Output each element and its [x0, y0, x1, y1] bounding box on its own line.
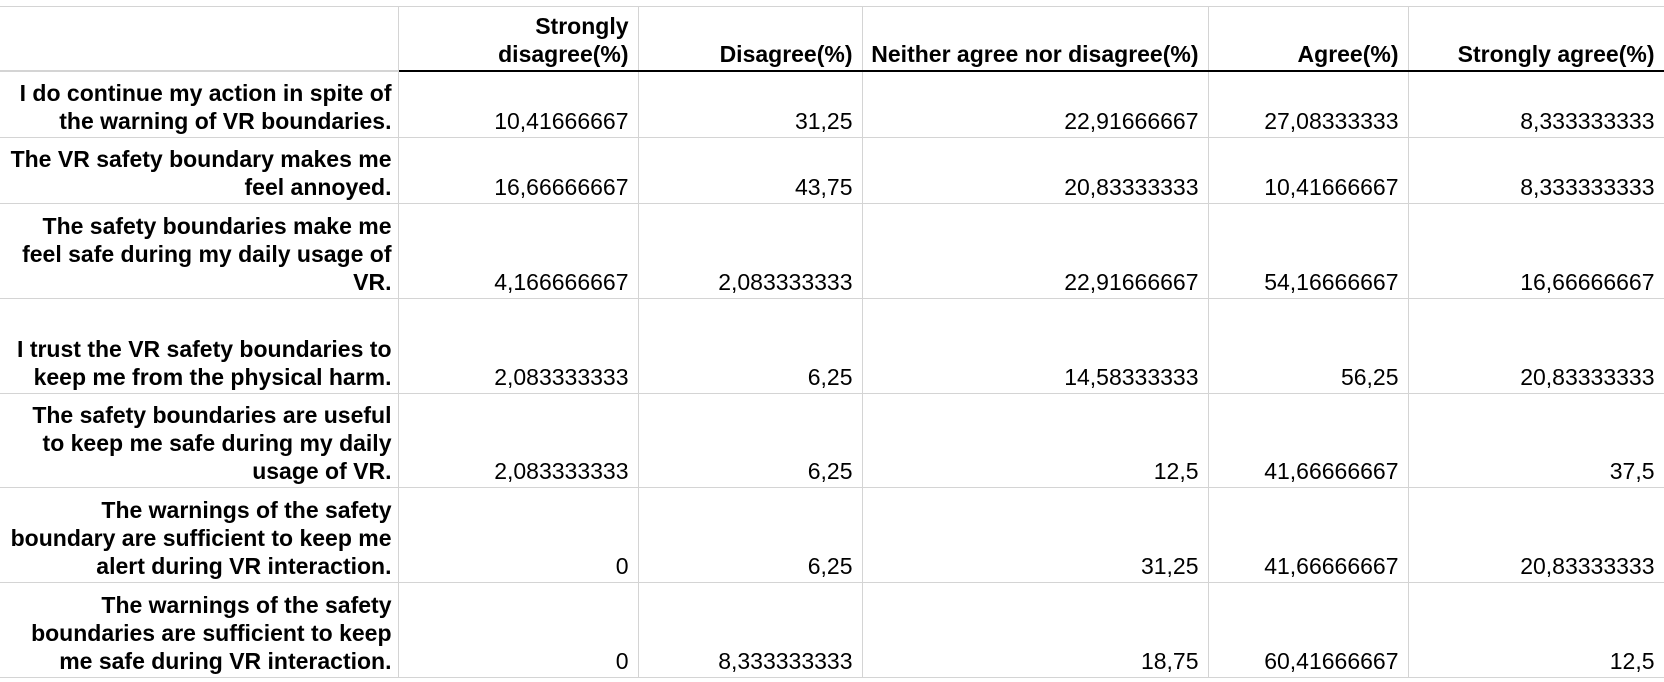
- row-label[interactable]: The warnings of the safety boundaries ar…: [0, 582, 399, 678]
- table-cell[interactable]: 43,75: [638, 137, 863, 204]
- row-label[interactable]: The safety boundaries make me feel safe …: [0, 203, 399, 299]
- row-label[interactable]: The VR safety boundary makes me feel ann…: [0, 137, 399, 204]
- header-row: Strongly disagree(%) Disagree(%) Neither…: [0, 6, 1664, 72]
- row-label[interactable]: I do continue my action in spite of the …: [0, 71, 399, 138]
- table-cell[interactable]: 60,41666667: [1208, 582, 1409, 678]
- column-header-strongly-disagree[interactable]: Strongly disagree(%): [398, 6, 639, 72]
- column-header-neither[interactable]: Neither agree nor disagree(%): [862, 6, 1209, 72]
- table-row: The safety boundaries are useful to keep…: [0, 393, 1664, 488]
- table-cell[interactable]: 2,083333333: [638, 203, 863, 299]
- column-header-agree[interactable]: Agree(%): [1208, 6, 1409, 72]
- table-row: I trust the VR safety boundaries to keep…: [0, 298, 1664, 394]
- table-cell[interactable]: 37,5: [1408, 393, 1664, 488]
- row-label[interactable]: The warnings of the safety boundary are …: [0, 487, 399, 583]
- table-cell[interactable]: 8,333333333: [1408, 137, 1664, 204]
- table-cell[interactable]: 27,08333333: [1208, 71, 1409, 138]
- table-cell[interactable]: 56,25: [1208, 298, 1409, 394]
- table-cell[interactable]: 12,5: [1408, 582, 1664, 678]
- table-row: I do continue my action in spite of the …: [0, 71, 1664, 138]
- table-cell[interactable]: 20,83333333: [862, 137, 1209, 204]
- table-cell[interactable]: 12,5: [862, 393, 1209, 488]
- table-cell[interactable]: 41,66666667: [1208, 487, 1409, 583]
- table-row: The warnings of the safety boundaries ar…: [0, 582, 1664, 678]
- table-cell[interactable]: 0: [398, 582, 639, 678]
- column-header-strongly-agree[interactable]: Strongly agree(%): [1408, 6, 1664, 72]
- row-label[interactable]: I trust the VR safety boundaries to keep…: [0, 298, 399, 394]
- row-label[interactable]: The safety boundaries are useful to keep…: [0, 393, 399, 488]
- table-cell[interactable]: 2,083333333: [398, 393, 639, 488]
- table-cell[interactable]: 16,66666667: [398, 137, 639, 204]
- table-cell[interactable]: 6,25: [638, 393, 863, 488]
- header-corner-cell[interactable]: [0, 6, 399, 72]
- table-cell[interactable]: 0: [398, 487, 639, 583]
- table-cell[interactable]: 22,91666667: [862, 203, 1209, 299]
- table-cell[interactable]: 10,41666667: [1208, 137, 1409, 204]
- table-cell[interactable]: 2,083333333: [398, 298, 639, 394]
- table-cell[interactable]: 10,41666667: [398, 71, 639, 138]
- table-cell[interactable]: 31,25: [638, 71, 863, 138]
- table-cell[interactable]: 4,166666667: [398, 203, 639, 299]
- table-cell[interactable]: 14,58333333: [862, 298, 1209, 394]
- column-header-disagree[interactable]: Disagree(%): [638, 6, 863, 72]
- table-row: The safety boundaries make me feel safe …: [0, 203, 1664, 299]
- survey-results-table: Strongly disagree(%) Disagree(%) Neither…: [0, 6, 1664, 678]
- table-cell[interactable]: 8,333333333: [638, 582, 863, 678]
- table-cell[interactable]: 41,66666667: [1208, 393, 1409, 488]
- table-cell[interactable]: 16,66666667: [1408, 203, 1664, 299]
- table-cell[interactable]: 54,16666667: [1208, 203, 1409, 299]
- table-cell[interactable]: 22,91666667: [862, 71, 1209, 138]
- table-cell[interactable]: 6,25: [638, 298, 863, 394]
- table-cell[interactable]: 6,25: [638, 487, 863, 583]
- table-row: The warnings of the safety boundary are …: [0, 487, 1664, 583]
- table-row: The VR safety boundary makes me feel ann…: [0, 137, 1664, 204]
- table-cell[interactable]: 8,333333333: [1408, 71, 1664, 138]
- table-cell[interactable]: 31,25: [862, 487, 1209, 583]
- table-cell[interactable]: 20,83333333: [1408, 487, 1664, 583]
- table-cell[interactable]: 18,75: [862, 582, 1209, 678]
- table-cell[interactable]: 20,83333333: [1408, 298, 1664, 394]
